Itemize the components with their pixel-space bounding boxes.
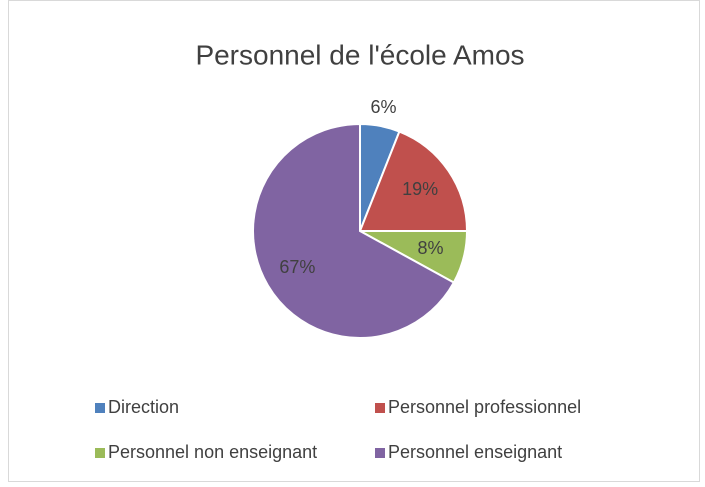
legend-label: Personnel professionnel — [388, 397, 581, 417]
data-label: 19% — [402, 179, 438, 199]
legend-label: Personnel enseignant — [388, 442, 562, 462]
legend-swatch — [95, 448, 105, 458]
legend-label: Direction — [108, 397, 179, 417]
legend-label: Personnel non enseignant — [108, 442, 317, 462]
pie-slice — [358, 130, 469, 232]
data-label: 8% — [417, 238, 443, 258]
legend-swatch — [375, 403, 385, 413]
data-label: 6% — [370, 97, 396, 117]
legend-swatch — [95, 403, 105, 413]
chart-title: Personnel de l'école Amos — [195, 39, 524, 70]
data-label: 67% — [279, 257, 315, 277]
legend-swatch — [375, 448, 385, 458]
pie-slice — [252, 122, 456, 339]
